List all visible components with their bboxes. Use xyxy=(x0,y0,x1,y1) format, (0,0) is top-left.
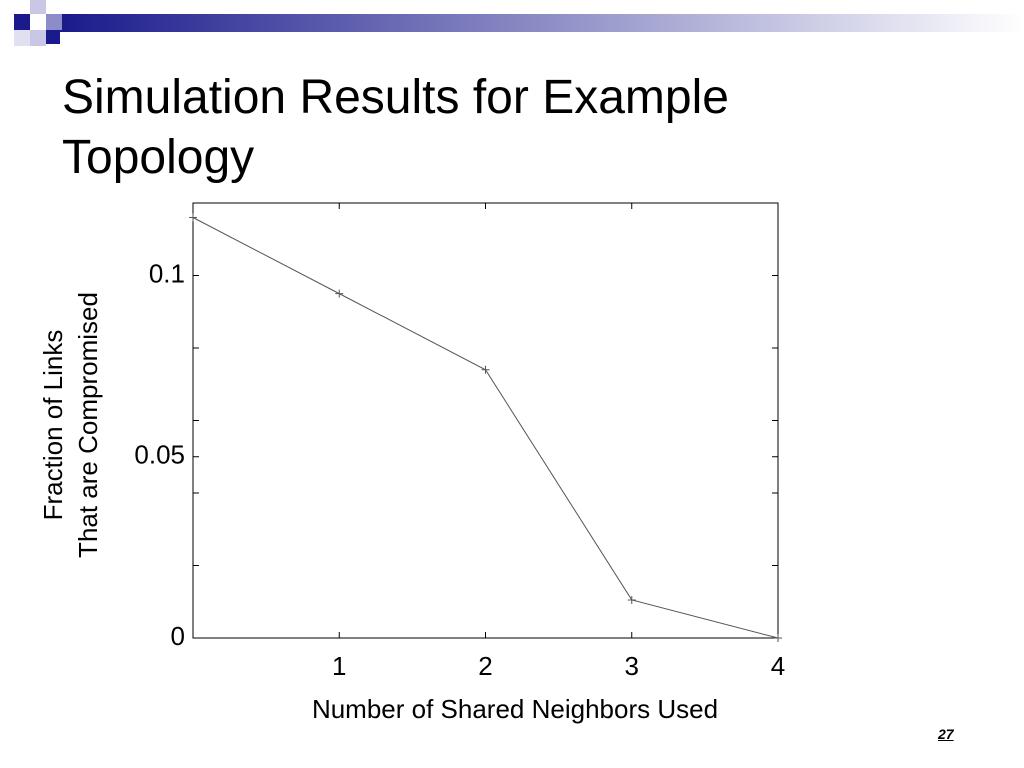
x-tick-label: 4 xyxy=(771,651,785,681)
decor-square xyxy=(46,14,62,30)
slide-title: Simulation Results for Example Topology xyxy=(62,71,729,184)
data-point xyxy=(481,365,490,374)
y-axis-label: Fraction of Links xyxy=(38,330,68,521)
data-point xyxy=(627,595,636,604)
data-point xyxy=(774,634,782,642)
y-tick-label: 0.05 xyxy=(134,440,185,470)
x-tick-label: 3 xyxy=(625,651,639,681)
decor-square xyxy=(30,30,46,46)
x-axis-label: Number of Shared Neighbors Used xyxy=(312,694,718,724)
data-line xyxy=(192,217,779,639)
data-point xyxy=(189,213,197,222)
x-tick-label: 2 xyxy=(478,651,492,681)
decor-square xyxy=(30,0,46,14)
y-axis-label: That are Compromised xyxy=(73,292,103,558)
decor-square xyxy=(14,30,30,46)
decor-square xyxy=(14,14,30,30)
y-tick-label: 0.1 xyxy=(149,258,185,288)
page-number: 27 xyxy=(938,726,954,742)
data-point xyxy=(335,289,344,298)
plot-frame xyxy=(192,202,779,639)
x-tick-label: 1 xyxy=(332,651,346,681)
decor-square xyxy=(46,30,60,44)
header-bar xyxy=(60,14,1024,32)
y-tick-label: 0 xyxy=(171,621,185,651)
